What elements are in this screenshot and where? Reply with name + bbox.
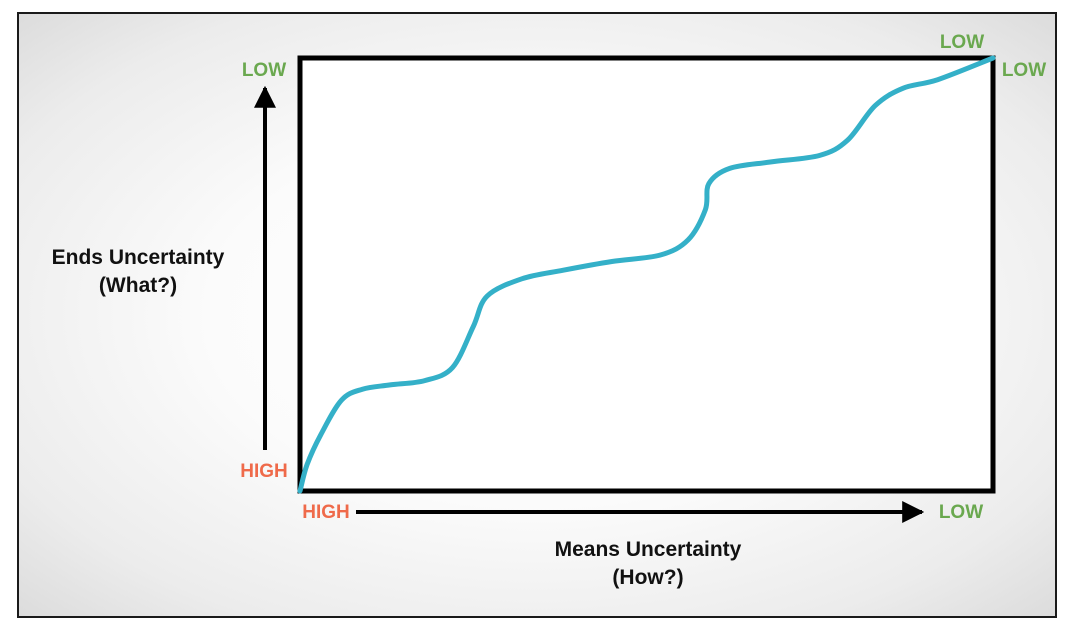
x-axis-title-line-2: (How?) xyxy=(612,566,683,589)
uncertainty-curve xyxy=(297,55,996,494)
corner-right-label: LOW xyxy=(1002,60,1046,81)
y-axis-title-line-2: (What?) xyxy=(99,274,177,297)
plot-area xyxy=(297,55,996,494)
x-axis-title-line-1: Means Uncertainty xyxy=(555,538,742,561)
y-axis-start-label: HIGH xyxy=(240,461,288,482)
x-axis-end-label: LOW xyxy=(939,502,983,523)
y-axis-title-line-1: Ends Uncertainty xyxy=(52,246,225,269)
corner-top-label: LOW xyxy=(940,32,984,53)
x-axis-start-label: HIGH xyxy=(302,502,350,523)
y-axis-end-label: LOW xyxy=(242,60,286,81)
